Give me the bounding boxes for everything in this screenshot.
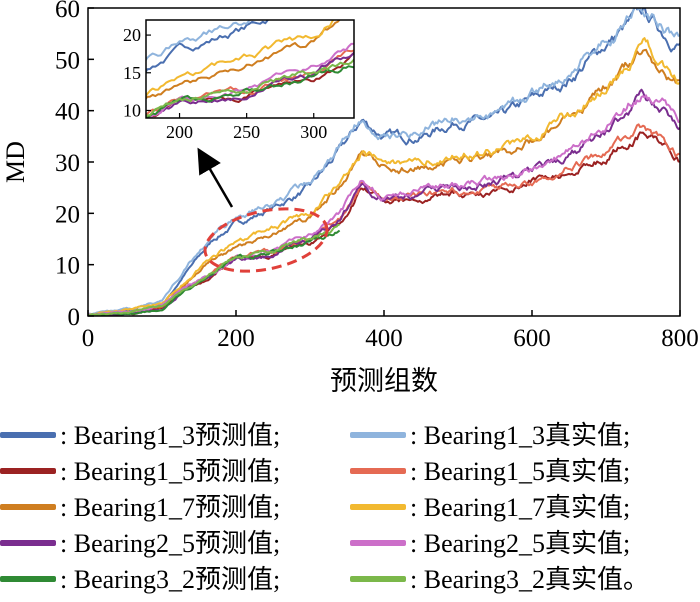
- series-line: [88, 223, 340, 316]
- legend-label: : Bearing1_3真实值;: [410, 421, 631, 450]
- series-line: [88, 37, 680, 316]
- legend-label: : Bearing3_2预测值;: [60, 565, 281, 594]
- series-line: [88, 94, 680, 316]
- y-tick-label: 60: [55, 0, 80, 23]
- legend-label: : Bearing2_5预测值;: [60, 529, 281, 558]
- inset-series-line: [146, 20, 251, 62]
- x-tick-label: 400: [365, 325, 403, 352]
- inset-x-tick-label: 200: [166, 122, 193, 142]
- md-chart: 0 200 400 600 800 0 10 20 30 40 50 60 预测组数 MD 200 25…: [1, 0, 699, 396]
- legend-row: : Bearing3_2预测值; : Bearing3_2真实值。: [0, 562, 700, 598]
- legend-swatch: [350, 432, 406, 438]
- y-tick-label: 20: [55, 201, 80, 228]
- main-axes: 0 200 400 600 800 0 10 20 30 40 50 60: [55, 0, 699, 352]
- inset-series-line: [146, 51, 354, 118]
- zoom-region-highlight: [203, 207, 329, 273]
- legend-swatch: [350, 576, 406, 582]
- legend-row: : Bearing2_5预测值; : Bearing2_5真实值;: [0, 526, 700, 562]
- series-line: [88, 131, 680, 316]
- y-tick-label: 40: [55, 99, 80, 126]
- series-line: [88, 8, 680, 315]
- series-line: [88, 8, 680, 316]
- inset-series-line: [146, 58, 354, 118]
- y-tick-label: 50: [55, 47, 80, 74]
- inset-series-line: [146, 20, 270, 74]
- legend-label: : Bearing1_7预测值;: [60, 493, 281, 522]
- inset-y-tick-label: 10: [123, 100, 141, 120]
- inset-frame: [145, 19, 355, 119]
- inset-axes: 200 250 300 10 15 20: [123, 25, 327, 142]
- legend-label: : Bearing1_7真实值;: [410, 493, 631, 522]
- legend-label: : Bearing3_2真实值。: [410, 565, 650, 594]
- inset-series-line: [146, 20, 344, 100]
- legend-swatch: [0, 540, 56, 546]
- x-tick-label: 0: [82, 325, 95, 352]
- inset-y-tick-label: 15: [123, 63, 141, 83]
- x-tick-label: 800: [661, 325, 699, 352]
- y-tick-label: 0: [68, 304, 81, 331]
- legend-row: : Bearing1_7预测值; : Bearing1_7真实值;: [0, 490, 700, 526]
- inset-series-line: [146, 20, 335, 98]
- legend-label: : Bearing1_5预测值;: [60, 457, 281, 486]
- y-axis-label: MD: [1, 141, 30, 183]
- y-tick-label: 10: [55, 253, 80, 280]
- inset-x-tick-label: 300: [300, 122, 327, 142]
- inset-x-tick-label: 250: [233, 122, 260, 142]
- y-tick-label: 30: [55, 150, 80, 177]
- legend-row: : Bearing1_5预测值; : Bearing1_5真实值;: [0, 454, 700, 490]
- legend-row: : Bearing1_3预测值; : Bearing1_3真实值;: [0, 418, 700, 454]
- legend-swatch: [350, 540, 406, 546]
- legend-swatch: [0, 468, 56, 474]
- x-axis-label: 预测组数: [330, 366, 438, 396]
- x-tick-label: 200: [217, 325, 255, 352]
- inset-plot-lines: [146, 20, 354, 118]
- legend-swatch: [350, 504, 406, 510]
- inset-y-tick-label: 20: [123, 25, 141, 45]
- legend-swatch: [350, 468, 406, 474]
- legend-swatch: [0, 576, 56, 582]
- zoom-arrow: [197, 147, 234, 208]
- main-plot-lines: [88, 8, 680, 316]
- legend-label: : Bearing1_3预测值;: [60, 421, 281, 450]
- legend-swatch: [0, 432, 56, 438]
- legend-label: : Bearing2_5真实值;: [410, 529, 631, 558]
- legend-label: : Bearing1_5真实值;: [410, 457, 631, 486]
- x-tick-label: 600: [513, 325, 551, 352]
- legend-swatch: [0, 504, 56, 510]
- series-line: [88, 48, 680, 316]
